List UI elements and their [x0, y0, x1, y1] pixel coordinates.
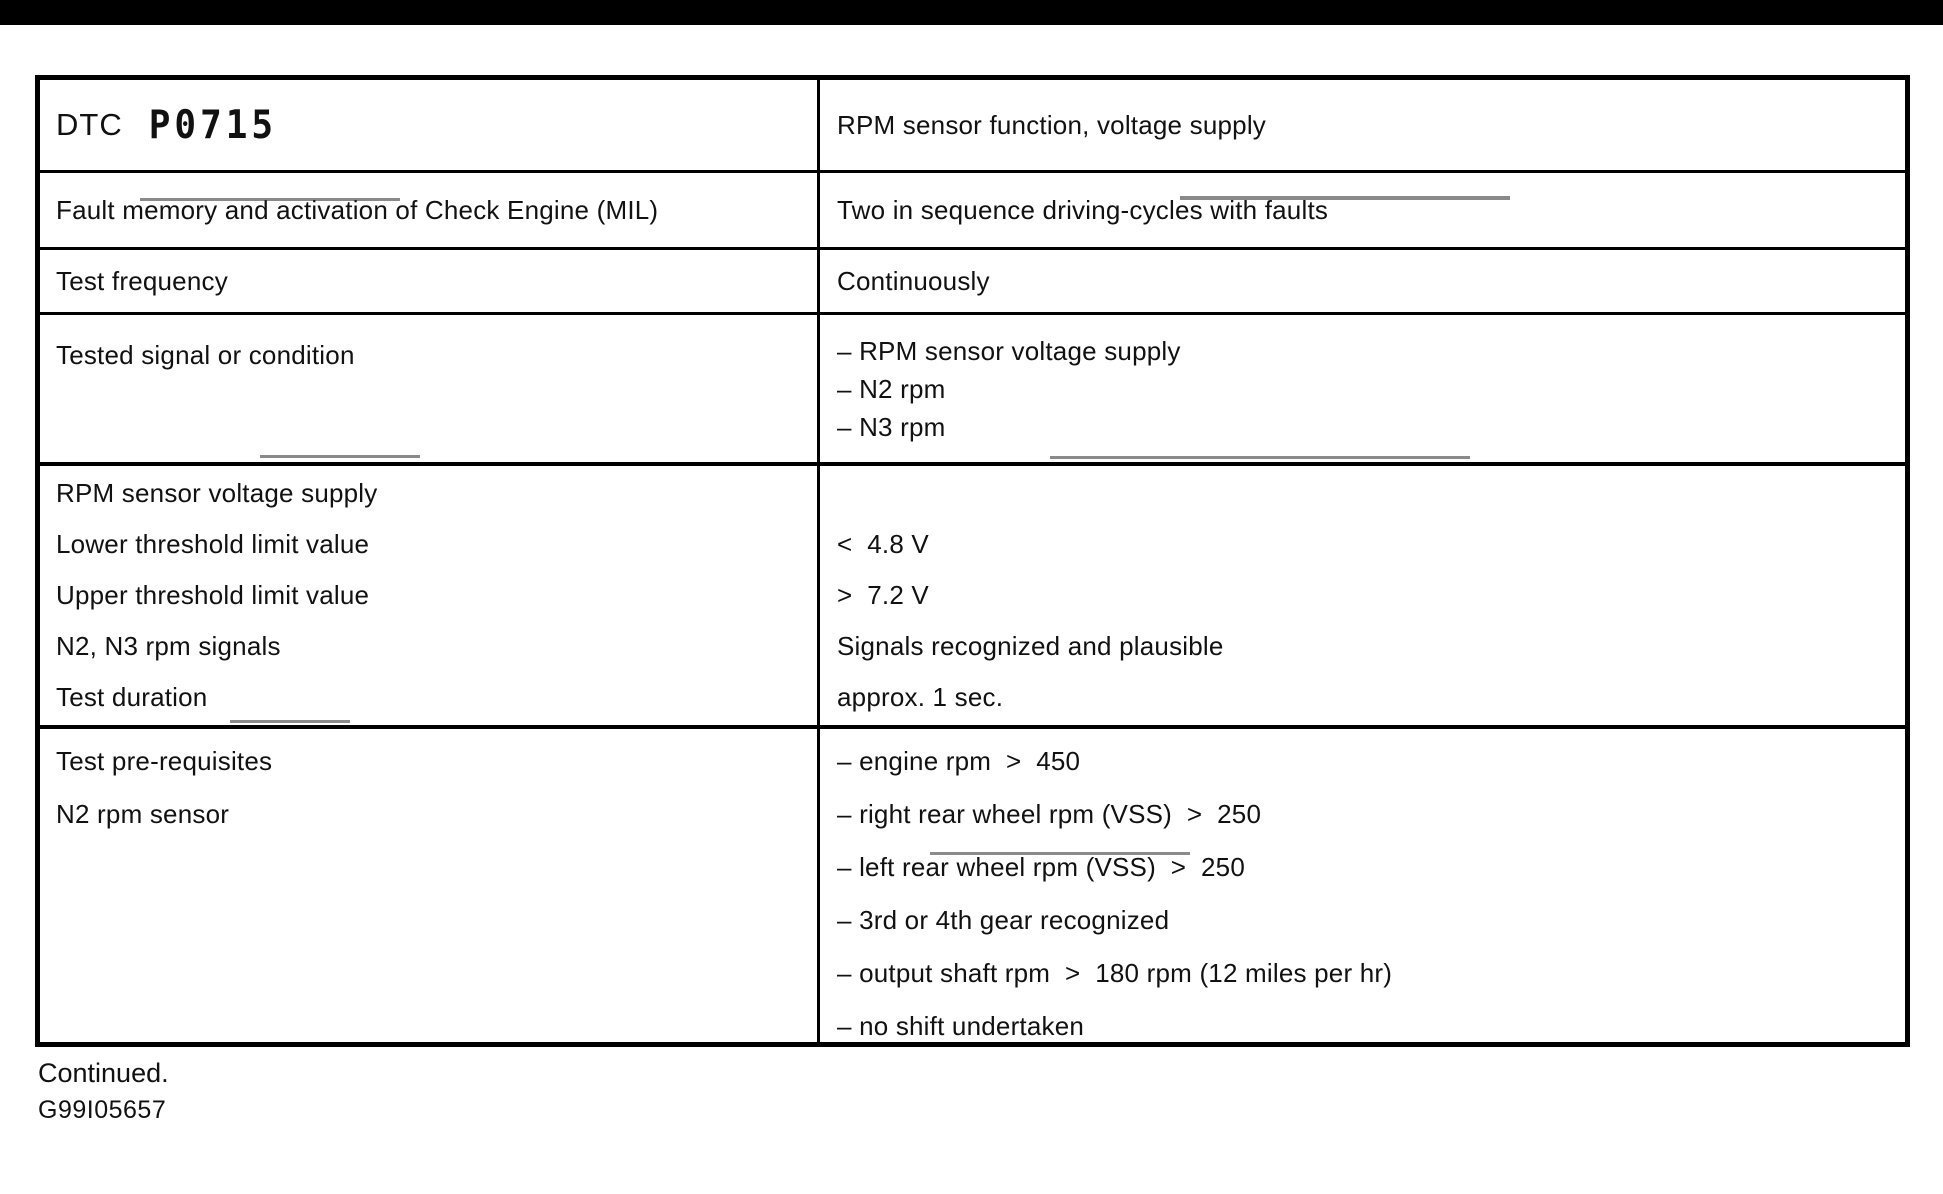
prerequisite-item: – engine rpm > 450 — [837, 746, 1081, 776]
scan-artifact — [260, 455, 420, 458]
cell-dtc: DTC P0715 — [40, 80, 820, 170]
table-row-tested-signal: Tested signal or condition – RPM sensor … — [40, 312, 1905, 462]
prerequisites-label: Test pre-requisites — [56, 746, 273, 776]
threshold-value: < 4.8 V — [837, 529, 929, 559]
tested-signal-label: Tested signal or condition — [56, 340, 355, 370]
scan-artifact — [930, 852, 1190, 855]
threshold-label: N2, N3 rpm signals — [56, 631, 281, 661]
scan-artifact — [1180, 196, 1510, 200]
scan-artifact — [230, 720, 350, 723]
fault-memory-value: Two in sequence driving-cycles with faul… — [837, 194, 1329, 225]
cell-prerequisites-labels: Test pre-requisites N2 rpm sensor — [40, 729, 820, 1042]
test-frequency-value: Continuously — [837, 265, 990, 296]
threshold-label: Upper threshold limit value — [56, 580, 370, 610]
table-row-thresholds: RPM sensor voltage supply Lower threshol… — [40, 462, 1905, 725]
threshold-value: Signals recognized and plausible — [837, 631, 1224, 661]
continued-label: Continued. — [38, 1058, 169, 1088]
threshold-value — [837, 468, 1905, 519]
cell-thresholds-labels: RPM sensor voltage supply Lower threshol… — [40, 466, 820, 725]
scan-artifact — [1050, 456, 1470, 459]
prerequisite-item: – output shaft rpm > 180 rpm (12 miles p… — [837, 958, 1393, 988]
dtc-label: DTC — [56, 107, 123, 142]
cell-thresholds-values: < 4.8 V > 7.2 V Signals recognized and p… — [820, 466, 1905, 725]
threshold-label: Lower threshold limit value — [56, 529, 370, 559]
tested-signal-item: – N2 rpm — [837, 374, 946, 404]
cell-tested-signal-label: Tested signal or condition — [40, 315, 820, 462]
cell-test-frequency-label: Test frequency — [40, 250, 820, 312]
figure-id-label: G99I05657 — [38, 1096, 167, 1124]
cell-dtc-description: RPM sensor function, voltage supply — [820, 80, 1905, 170]
dtc-diagnostic-table: DTC P0715 RPM sensor function, voltage s… — [35, 75, 1910, 1047]
threshold-label: RPM sensor voltage supply — [56, 478, 378, 508]
table-row-test-frequency: Test frequency Continuously — [40, 247, 1905, 312]
dtc-code-value: P0715 — [148, 102, 278, 148]
tested-signal-item: – RPM sensor voltage supply — [837, 336, 1181, 366]
table-row-dtc: DTC P0715 RPM sensor function, voltage s… — [40, 80, 1905, 170]
prerequisites-label: N2 rpm sensor — [56, 799, 230, 829]
prerequisite-item: – left rear wheel rpm (VSS) > 250 — [837, 852, 1246, 882]
table-row-fault-memory: Fault memory and activation of Check Eng… — [40, 170, 1905, 247]
threshold-value: approx. 1 sec. — [837, 682, 1004, 712]
threshold-value: > 7.2 V — [837, 580, 929, 610]
cell-fault-memory-value: Two in sequence driving-cycles with faul… — [820, 173, 1905, 247]
cell-prerequisites-values: – engine rpm > 450 – right rear wheel rp… — [820, 729, 1905, 1042]
cell-test-frequency-value: Continuously — [820, 250, 1905, 312]
test-frequency-label: Test frequency — [56, 265, 228, 296]
prerequisite-item: – no shift undertaken — [837, 1011, 1085, 1041]
scan-artifact-top-bar — [0, 0, 1943, 25]
cell-fault-memory-label: Fault memory and activation of Check Eng… — [40, 173, 820, 247]
prerequisite-item: – 3rd or 4th gear recognized — [837, 905, 1170, 935]
prerequisite-item: – right rear wheel rpm (VSS) > 250 — [837, 799, 1262, 829]
table-row-prerequisites: Test pre-requisites N2 rpm sensor – engi… — [40, 725, 1905, 1042]
cell-tested-signal-values: – RPM sensor voltage supply – N2 rpm – N… — [820, 315, 1905, 462]
tested-signal-item: – N3 rpm — [837, 412, 946, 442]
dtc-description-text: RPM sensor function, voltage supply — [837, 109, 1266, 140]
threshold-label: Test duration — [56, 682, 208, 712]
scan-artifact — [140, 198, 400, 201]
